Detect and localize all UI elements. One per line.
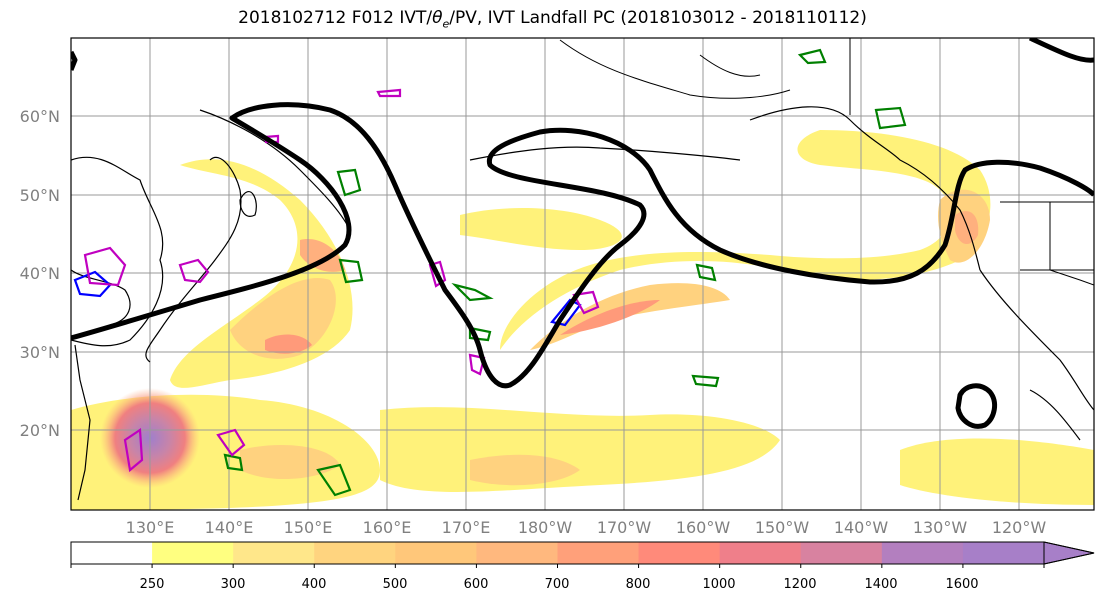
- lat-label-20: 20°N: [20, 421, 60, 440]
- colorbar-segment: [962, 542, 1045, 564]
- ivt-shading: [71, 130, 1094, 510]
- colorbar-segment: [881, 542, 964, 564]
- lon-label-140w: 140°W: [834, 518, 889, 537]
- title-theta: θ: [432, 8, 443, 28]
- lon-label-130w: 130°W: [913, 518, 968, 537]
- lon-label-150w: 150°W: [755, 518, 810, 537]
- ivt-landfall-pc-contour: [71, 38, 1094, 429]
- pv-contours-green: [223, 48, 907, 497]
- colorbar-extend-arrow: [1043, 541, 1095, 565]
- title-text-part1: 2018102712 F012 IVT/: [238, 8, 433, 28]
- colorbar-label-500: 500: [383, 577, 408, 592]
- colorbar-label-1200: 1200: [783, 577, 816, 592]
- lon-label-140e: 140°E: [205, 518, 254, 537]
- colorbar-label-600: 600: [464, 577, 489, 592]
- colorbar-label-400: 400: [302, 577, 327, 592]
- lon-label-180w: 180°W: [518, 518, 573, 537]
- land-outlines: [559, 38, 1094, 286]
- colorbar-label-1400: 1400: [864, 577, 897, 592]
- lat-label-40: 40°N: [20, 264, 60, 283]
- latitude-labels: 60°N 50°N 40°N 30°N 20°N: [20, 107, 60, 440]
- lon-label-160e: 160°E: [363, 518, 412, 537]
- colorbar-segment: [233, 542, 315, 564]
- colorbar-segment: [719, 542, 802, 564]
- colorbar-segment: [395, 542, 477, 564]
- colorbar-label-250: 250: [140, 577, 165, 592]
- lon-label-130e: 130°E: [126, 518, 175, 537]
- colorbar-label-700: 700: [545, 577, 570, 592]
- lon-label-170w: 170°W: [597, 518, 652, 537]
- title-text-part2: /PV, IVT Landfall PC (2018103012 - 20181…: [449, 8, 867, 28]
- map-title: 2018102712 F012 IVT/θe/PV, IVT Landfall …: [0, 8, 1105, 30]
- graticule: [71, 38, 1094, 510]
- colorbar-segment: [800, 542, 883, 564]
- colorbar-segment: [152, 542, 234, 564]
- colorbar: 250 300 400 500 600 700 800 1000 1200 14…: [70, 541, 1095, 592]
- colorbar-segment: [314, 542, 396, 564]
- colorbar-segment: [557, 542, 640, 564]
- lon-label-160w: 160°W: [676, 518, 731, 537]
- colorbar-segments: [70, 542, 1045, 568]
- lat-label-30: 30°N: [20, 343, 60, 362]
- lat-label-50: 50°N: [20, 186, 60, 205]
- lon-label-150e: 150°E: [284, 518, 333, 537]
- colorbar-segment: [638, 542, 721, 564]
- colorbar-label-300: 300: [221, 577, 246, 592]
- colorbar-label-800: 800: [626, 577, 651, 592]
- colorbar-segment: [71, 542, 153, 564]
- colorbar-labels: 250 300 400 500 600 700 800 1000 1200 14…: [140, 577, 979, 592]
- colorbar-segment: [476, 542, 558, 564]
- lat-label-60: 60°N: [20, 107, 60, 126]
- colorbar-label-1000: 1000: [702, 577, 735, 592]
- lon-label-120w: 120°W: [992, 518, 1047, 537]
- coastlines: [71, 106, 1094, 501]
- longitude-labels: 130°E 140°E 150°E 160°E 170°E 180°W 170°…: [126, 518, 1047, 537]
- map-frame: [70, 37, 1095, 511]
- title-theta-subscript: e: [442, 17, 450, 31]
- map-area: [71, 38, 1094, 510]
- colorbar-outline: [70, 541, 1095, 565]
- colorbar-label-1600: 1600: [945, 577, 978, 592]
- lon-label-170e: 170°E: [442, 518, 491, 537]
